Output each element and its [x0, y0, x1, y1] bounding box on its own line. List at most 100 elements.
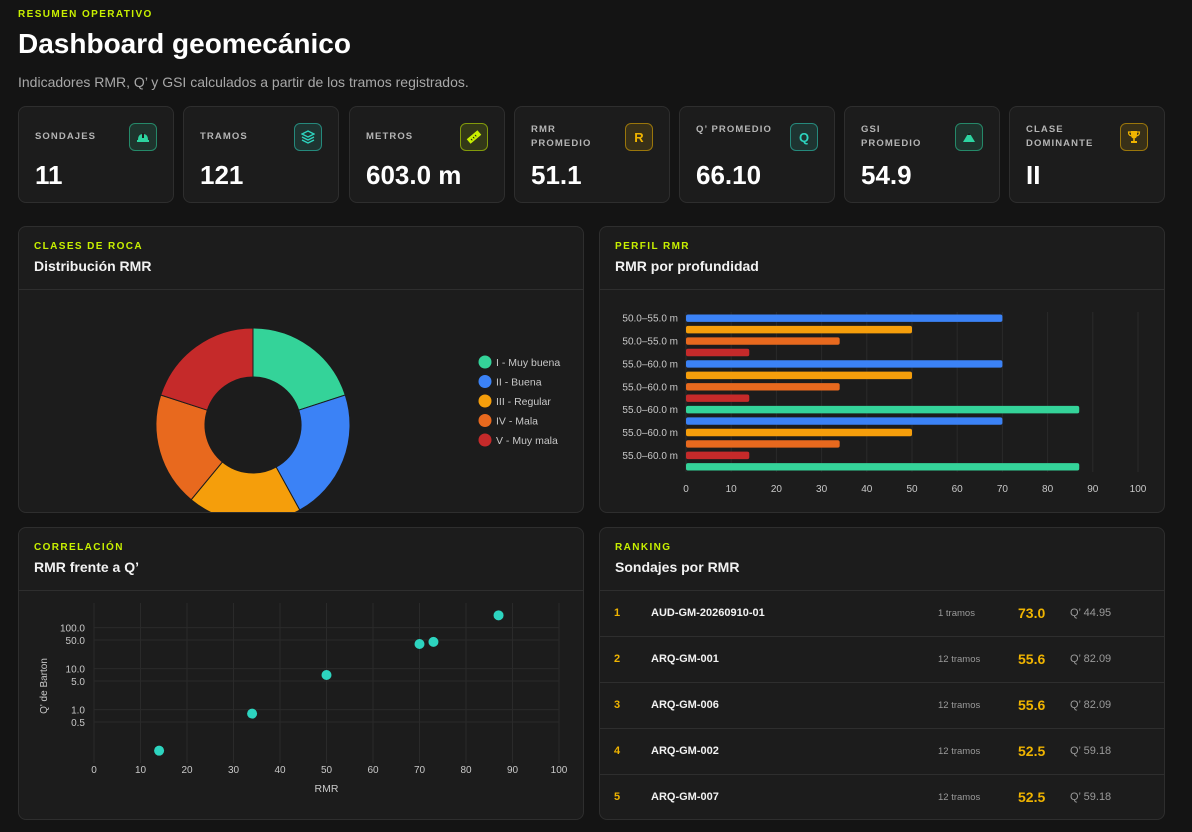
- bar[interactable]: [686, 325, 912, 334]
- ranking-row[interactable]: 5 ARQ-GM-007 12 tramos 52.5 Q’ 59.18: [600, 775, 1164, 819]
- x-tick-label: 30: [228, 765, 240, 776]
- scatter-point[interactable]: [414, 638, 425, 649]
- page-title: Dashboard geomecánico: [18, 28, 351, 59]
- donut-chart: I - Muy buena II - Buena III - Regular IV -…: [155, 327, 560, 512]
- y-axis-label: Q' de Barton: [39, 658, 50, 714]
- bars-title: RMR por profundidad: [615, 258, 759, 274]
- scatter-point[interactable]: [154, 745, 165, 756]
- y-tick-label: 55.0–60.0 m: [622, 405, 678, 416]
- x-tick-label: 60: [367, 765, 379, 776]
- donut-slice[interactable]: [275, 394, 351, 511]
- ranking-row[interactable]: 1 AUD-GM-20260910-01 1 tramos 73.0 Q’ 44.95: [600, 591, 1164, 637]
- scatter-title: RMR frente a Q’: [34, 559, 140, 575]
- legend-label: II - Buena: [496, 377, 542, 389]
- donut-eyebrow: CLASES DE ROCA: [34, 241, 144, 252]
- y-tick-label: 50.0–55.0 m: [622, 337, 678, 348]
- scatter-point[interactable]: [493, 610, 504, 621]
- kpi-value: 603.0 m: [366, 160, 462, 190]
- tramos-count: 1 tramos: [938, 608, 975, 619]
- bar[interactable]: [686, 348, 750, 357]
- kpi-card-q-promedio: Q’ PROMEDIO 66.10 Q: [679, 106, 835, 203]
- kpi-value: 11: [35, 160, 63, 190]
- q-value: Q’ 44.95: [1070, 607, 1112, 619]
- bar[interactable]: [686, 451, 750, 460]
- bars-eyebrow: PERFIL RMR: [615, 241, 690, 252]
- bar[interactable]: [686, 314, 1003, 322]
- x-tick-label: 50: [906, 484, 918, 495]
- legend-swatch: [478, 375, 492, 388]
- bar[interactable]: [686, 371, 912, 380]
- ranking-eyebrow: RANKING: [615, 542, 672, 553]
- donut-panel: CLASES DE ROCA Distribución RMR I - Muy …: [18, 226, 584, 513]
- scatter-point[interactable]: [321, 670, 332, 681]
- bar[interactable]: [686, 428, 912, 437]
- legend-label: I - Muy buena: [496, 357, 560, 369]
- kpi-value: 121: [200, 160, 244, 190]
- y-tick-label: 55.0–60.0 m: [622, 428, 678, 439]
- x-tick-label: 80: [1042, 484, 1054, 495]
- ranking-title: Sondajes por RMR: [615, 559, 740, 575]
- x-tick-label: 100: [1130, 484, 1147, 495]
- x-tick-label: 70: [414, 765, 426, 776]
- bar[interactable]: [686, 417, 1003, 425]
- q-value: Q’ 59.18: [1070, 791, 1112, 803]
- helmet-icon: [129, 123, 157, 151]
- kpi-card-gsi-promedio: GSI PROMEDIO 54.9: [844, 106, 1000, 203]
- x-tick-label: 60: [952, 484, 964, 495]
- kpi-value: 66.10: [696, 160, 762, 190]
- legend-swatch: [478, 433, 492, 447]
- x-tick-label: 100: [551, 765, 568, 776]
- bar[interactable]: [686, 360, 1003, 368]
- rmr-value: 55.6: [1018, 697, 1046, 713]
- page-subtitle: Indicadores RMR, Q’ y GSI calculados a p…: [18, 74, 469, 90]
- kpi-card-metros: METROS 603.0 m: [349, 106, 505, 203]
- y-tick-label: 10.0: [66, 665, 86, 676]
- ranking-row[interactable]: 4 ARQ-GM-002 12 tramos 52.5 Q’ 59.18: [600, 729, 1164, 775]
- legend-label: IV - Mala: [496, 416, 538, 428]
- kpi-label: RMR PROMEDIO: [531, 124, 592, 149]
- kpi-value: II: [1026, 160, 1041, 190]
- ranking-row[interactable]: 2 ARQ-GM-001 12 tramos 55.6 Q’ 82.09: [600, 637, 1164, 683]
- bar-chart: 0 10 20 30 40 50 60 70 80 90 100 50.0–55.0 m 50.0–55…: [622, 312, 1147, 495]
- kpi-card-clase-dominante: CLASE DOMINANTE II: [1009, 106, 1165, 203]
- y-tick-label: 50.0: [66, 636, 86, 647]
- kpi-label: METROS: [366, 131, 414, 142]
- y-tick-label: 0.5: [71, 718, 85, 729]
- tramos-count: 12 tramos: [938, 700, 981, 711]
- rmr-value: 55.6: [1018, 651, 1046, 667]
- kpi-value: 51.1: [531, 160, 582, 190]
- x-tick-label: 40: [861, 484, 873, 495]
- kpi-card-rmr-promedio: RMR PROMEDIO 51.1 R: [514, 106, 670, 203]
- sondaje-name: ARQ-GM-002: [651, 745, 719, 757]
- rmr-value: 52.5: [1018, 743, 1046, 759]
- q-value: Q’ 59.18: [1070, 745, 1112, 757]
- ranking-row[interactable]: 3 ARQ-GM-006 12 tramos 55.6 Q’ 82.09: [600, 683, 1164, 729]
- legend-label: V - Muy mala: [496, 435, 558, 447]
- ranking-panel-header: RANKING Sondajes por RMR: [600, 528, 1164, 591]
- bar[interactable]: [686, 405, 1080, 414]
- donut-slice[interactable]: [160, 327, 254, 411]
- bar[interactable]: [686, 394, 750, 402]
- bar[interactable]: [686, 440, 840, 448]
- x-tick-label: 10: [726, 484, 738, 495]
- x-axis-label: RMR: [315, 783, 339, 795]
- q-value: Q’ 82.09: [1070, 653, 1112, 665]
- donut-slice[interactable]: [190, 461, 301, 512]
- donut-slice[interactable]: [252, 327, 346, 411]
- bar[interactable]: [686, 337, 840, 345]
- bars-panel: PERFIL RMR RMR por profundidad 0 10 20 30 40…: [599, 226, 1165, 513]
- mountain-icon: [955, 123, 983, 151]
- x-tick-label: 40: [274, 765, 286, 776]
- tramos-count: 12 tramos: [938, 746, 981, 757]
- y-tick-label: 1.0: [71, 706, 85, 717]
- bar[interactable]: [686, 383, 840, 391]
- y-tick-label: 55.0–60.0 m: [622, 359, 678, 370]
- ruler-icon: [460, 123, 488, 151]
- kpi-label: Q’ PROMEDIO: [696, 124, 772, 135]
- bar[interactable]: [686, 463, 1080, 471]
- donut-slice[interactable]: [155, 394, 224, 501]
- scatter-point[interactable]: [428, 636, 439, 647]
- scatter-point[interactable]: [247, 708, 258, 719]
- y-tick-label: 55.0–60.0 m: [622, 382, 678, 393]
- ranking-panel: RANKING Sondajes por RMR 1 AUD-GM-2026091…: [599, 527, 1165, 820]
